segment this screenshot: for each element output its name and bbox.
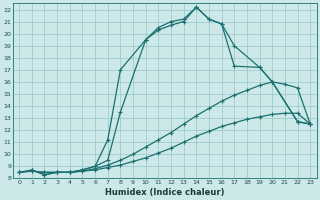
X-axis label: Humidex (Indice chaleur): Humidex (Indice chaleur): [105, 188, 224, 197]
